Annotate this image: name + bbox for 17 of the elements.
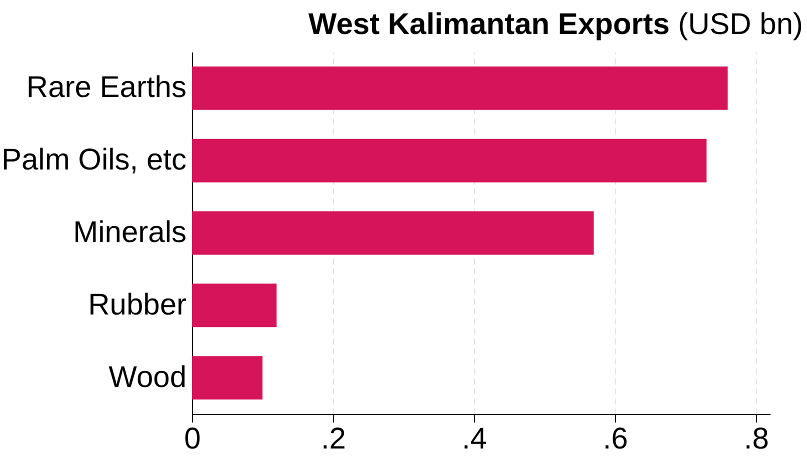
chart-title: West Kalimantan Exports [308,8,670,41]
y-tick-label: Palm Oils, etc [1,144,186,177]
bar [192,356,262,400]
x-tick-label: .6 [602,422,628,456]
bar [192,211,594,255]
x-tick-label: 0 [184,422,201,456]
y-tick-label: Rubber [88,288,186,322]
bar [192,284,277,328]
y-tick-label: Rare Earths [26,71,186,104]
y-tick-label: Minerals [73,216,186,249]
x-tick-label: .4 [462,422,487,456]
chart-subtitle: (USD bn) [678,8,803,41]
x-tick-label: .8 [744,422,769,456]
bar [192,138,707,182]
x-tick-label: .2 [320,422,346,456]
y-tick-label: Wood [108,360,186,394]
bar [192,66,728,110]
